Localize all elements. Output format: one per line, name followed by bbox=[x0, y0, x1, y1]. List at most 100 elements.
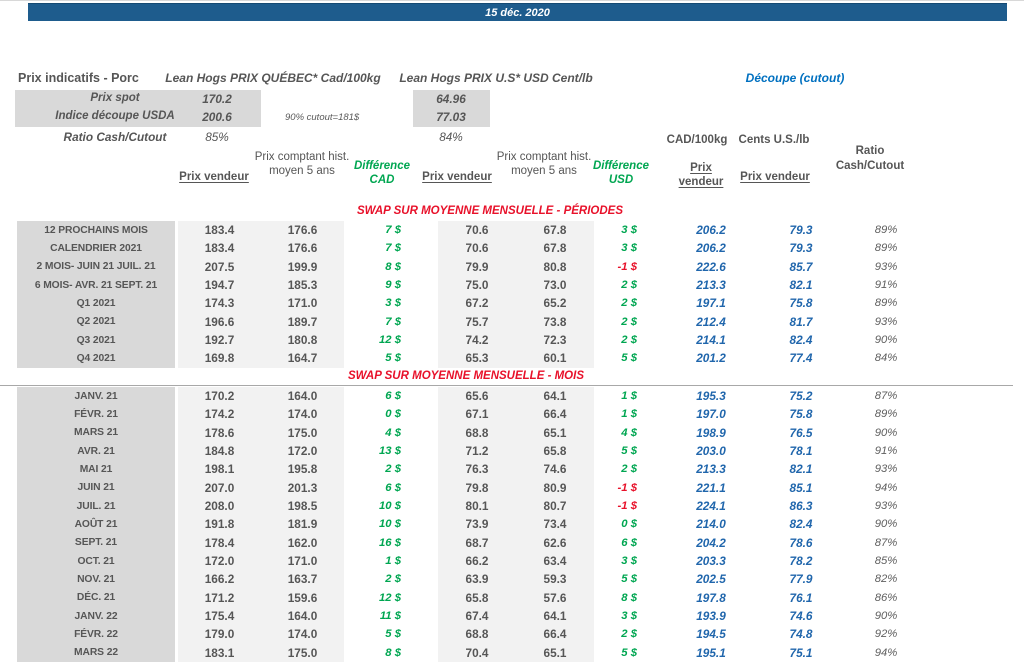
row-label: CALENDRIER 2021 bbox=[17, 239, 175, 258]
cell-qc-prix-vendeur: 207.0 bbox=[178, 478, 261, 497]
cell-qc-prix-comptant: 162.0 bbox=[261, 533, 344, 552]
cell-qc-prix-vendeur: 170.2 bbox=[178, 387, 261, 406]
cell-ratio-cash-cutout: 93% bbox=[874, 315, 898, 328]
cell-qc-prix-comptant: 175.0 bbox=[261, 423, 344, 442]
cell-qc-prix-comptant: 185.3 bbox=[261, 275, 344, 295]
cell-cutout-us: 74.8 bbox=[789, 627, 813, 642]
cell-cutout-us: 86.3 bbox=[789, 499, 813, 514]
top-border-line bbox=[0, 0, 1024, 1]
cell-qc-prix-comptant: 159.6 bbox=[261, 588, 344, 607]
ratio-column-header: Ratio Cash/Cutout bbox=[835, 145, 905, 172]
column-gap bbox=[175, 478, 178, 497]
cell-difference-usd: 5 $ bbox=[621, 352, 637, 365]
cell-difference-cad: 13 $ bbox=[379, 445, 401, 458]
cell-difference-usd: 3 $ bbox=[621, 555, 637, 568]
cell-qc-prix-comptant: 180.8 bbox=[261, 330, 344, 350]
cell-us-prix-vendeur: 65.6 bbox=[438, 387, 516, 406]
cell-us-prix-comptant: 65.2 bbox=[516, 294, 594, 313]
column-gap bbox=[435, 588, 438, 607]
cell-us-prix-vendeur: 65.8 bbox=[438, 588, 516, 607]
cell-difference-usd: 5 $ bbox=[621, 646, 637, 659]
cell-difference-cad: 5 $ bbox=[385, 352, 401, 365]
cell-ratio-cash-cutout: 86% bbox=[874, 591, 898, 604]
cell-us-prix-comptant: 80.9 bbox=[516, 478, 594, 497]
column-gap bbox=[175, 570, 178, 589]
cell-ratio-cash-cutout: 85% bbox=[874, 555, 898, 568]
cell-qc-prix-comptant: 181.9 bbox=[261, 515, 344, 534]
cell-difference-cad: 2 $ bbox=[385, 463, 401, 476]
cell-qc-prix-comptant: 164.0 bbox=[261, 387, 344, 406]
cell-us-prix-comptant: 65.1 bbox=[516, 423, 594, 442]
cell-cutout-us: 81.7 bbox=[789, 314, 813, 329]
cutout-us-unit-header: Cents U.S./lb bbox=[738, 134, 810, 146]
cell-ratio-cash-cutout: 84% bbox=[874, 352, 898, 365]
table-row: MARS 22 183.1 175.0 8 $ 70.4 65.1 5 $ 195.1 75.1… bbox=[17, 643, 943, 662]
cell-cutout-cad: 203.0 bbox=[696, 444, 726, 459]
cell-us-prix-vendeur: 80.1 bbox=[438, 496, 516, 516]
cell-cutout-us: 82.1 bbox=[789, 278, 813, 293]
column-gap bbox=[175, 606, 178, 626]
cell-qc-prix-vendeur: 183.1 bbox=[178, 643, 261, 662]
cell-ratio-cash-cutout: 89% bbox=[874, 297, 898, 310]
row-label: FÉVR. 22 bbox=[17, 625, 175, 644]
cell-qc-prix-comptant: 189.7 bbox=[261, 312, 344, 331]
row-label: AVR. 21 bbox=[17, 441, 175, 461]
column-gap bbox=[175, 625, 178, 644]
qc-prix-comptant-header: Prix comptant hist. moyen 5 ans bbox=[254, 151, 350, 177]
cell-difference-usd: 0 $ bbox=[621, 518, 637, 531]
table-row: DÉC. 21 171.2 159.6 12 $ 65.8 57.6 8 $ 197.8 76.… bbox=[17, 588, 943, 607]
cell-qc-prix-comptant: 195.8 bbox=[261, 460, 344, 479]
column-gap bbox=[435, 275, 438, 295]
row-label: Q4 2021 bbox=[17, 349, 175, 368]
cell-us-prix-vendeur: 71.2 bbox=[438, 441, 516, 461]
cell-cutout-cad: 197.8 bbox=[696, 590, 726, 605]
cell-cutout-us: 75.8 bbox=[789, 407, 813, 422]
cell-cutout-us: 79.3 bbox=[789, 241, 813, 256]
cell-difference-usd: -1 $ bbox=[617, 500, 637, 513]
cell-cutout-cad: 201.2 bbox=[696, 351, 726, 366]
cutout-note: 90% cutout=181$ bbox=[285, 112, 360, 123]
cell-us-prix-vendeur: 73.9 bbox=[438, 515, 516, 534]
cell-qc-prix-vendeur: 178.4 bbox=[178, 533, 261, 552]
column-gap bbox=[435, 606, 438, 626]
row-label: MAI 21 bbox=[17, 460, 175, 479]
cell-qc-prix-vendeur: 183.4 bbox=[178, 221, 261, 240]
table-row: JANV. 21 170.2 164.0 6 $ 65.6 64.1 1 $ 195.3 75.… bbox=[17, 387, 943, 406]
column-gap bbox=[435, 478, 438, 497]
cell-difference-cad: 5 $ bbox=[385, 628, 401, 641]
difference-usd-header: Différence USD bbox=[592, 160, 650, 186]
cell-difference-usd: 2 $ bbox=[621, 315, 637, 328]
column-gap bbox=[435, 643, 438, 662]
table-row: Q1 2021 174.3 171.0 3 $ 67.2 65.2 2 $ 197.1 75.8… bbox=[17, 294, 943, 313]
cell-difference-usd: 3 $ bbox=[621, 224, 637, 237]
report-date: 15 déc. 2020 bbox=[485, 6, 550, 19]
cell-us-prix-comptant: 67.8 bbox=[516, 239, 594, 258]
cutout-us-prix-vendeur-header: Prix vendeur bbox=[740, 171, 810, 183]
cell-difference-cad: 6 $ bbox=[385, 481, 401, 494]
cell-cutout-us: 78.2 bbox=[789, 554, 813, 569]
cell-qc-prix-comptant: 176.6 bbox=[261, 221, 344, 240]
cell-difference-cad: 10 $ bbox=[379, 518, 401, 531]
cell-cutout-cad: 193.9 bbox=[696, 609, 726, 624]
table-row: 2 MOIS- JUIN 21 JUIL. 21 207.5 199.9 8 $ 79.… bbox=[17, 257, 943, 276]
row-label: SEPT. 21 bbox=[17, 533, 175, 552]
spot-band-us bbox=[413, 90, 490, 127]
column-gap bbox=[175, 441, 178, 461]
cell-cutout-us: 77.9 bbox=[789, 572, 813, 587]
row-label: FÉVR. 21 bbox=[17, 405, 175, 424]
spot-band-quebec bbox=[15, 90, 261, 127]
column-gap bbox=[175, 294, 178, 313]
column-gap bbox=[175, 405, 178, 424]
qc-prix-vendeur-header: Prix vendeur bbox=[179, 171, 249, 183]
column-gap bbox=[435, 330, 438, 350]
cell-us-prix-comptant: 62.6 bbox=[516, 533, 594, 552]
column-gap bbox=[175, 496, 178, 516]
cell-cutout-us: 82.1 bbox=[789, 462, 813, 477]
cell-difference-cad: 7 $ bbox=[385, 224, 401, 237]
cell-difference-cad: 4 $ bbox=[385, 426, 401, 439]
row-label: MARS 21 bbox=[17, 423, 175, 442]
cell-qc-prix-vendeur: 178.6 bbox=[178, 423, 261, 442]
column-gap bbox=[435, 423, 438, 442]
cell-difference-usd: 2 $ bbox=[621, 297, 637, 310]
